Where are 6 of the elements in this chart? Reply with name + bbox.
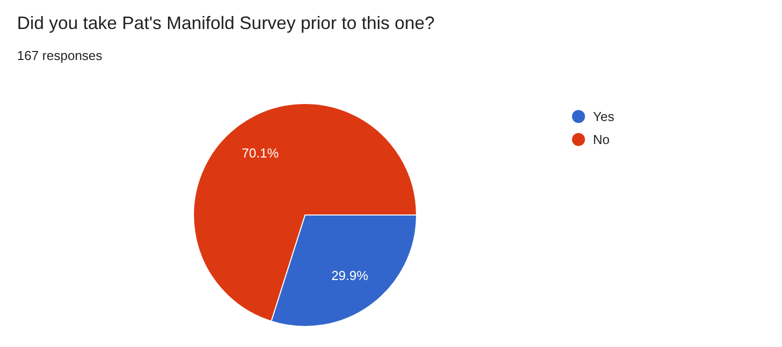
legend-label: No <box>593 132 610 147</box>
text: 167 responses <box>17 48 102 63</box>
data-label: 70.1% <box>242 145 280 160</box>
chart-title: Did you take Pat's Manifold Survey prior to this one? <box>17 13 435 34</box>
legend-label: Yes <box>593 109 614 124</box>
data-label: 29.9% <box>331 268 369 283</box>
